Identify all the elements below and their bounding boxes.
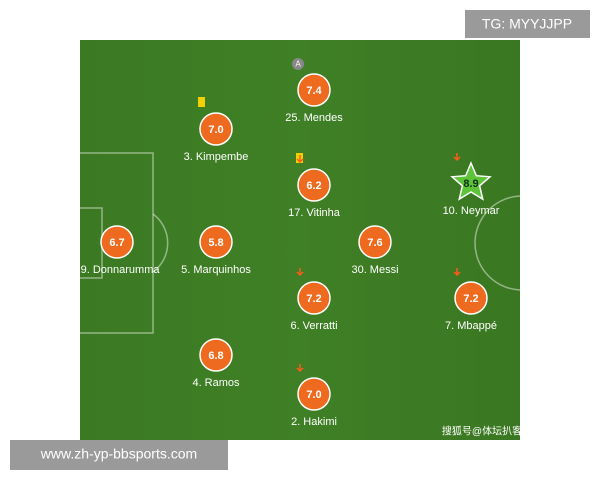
rating: 7.0 (306, 389, 321, 401)
center-circle (474, 195, 520, 291)
penalty-box (80, 152, 154, 334)
sub-arrow (453, 153, 461, 162)
captain-badge: A (295, 60, 301, 69)
player-name: 17. Vitinha (288, 207, 341, 219)
player: 7.6 30. Messi (351, 225, 399, 276)
player: 7.2 7. Mbappé (445, 268, 497, 332)
player: 7.2 6. Verratti (290, 268, 338, 332)
rating-star (450, 161, 492, 201)
player-name: 10. Neymar (443, 205, 500, 217)
rating: 5.8 (208, 237, 223, 249)
rating-circle (199, 338, 233, 372)
player-name: 29. Donnarumma (75, 264, 161, 276)
captain-badge-bg (292, 58, 304, 70)
rating: 7.0 (208, 124, 223, 136)
rating: 6.8 (208, 350, 223, 362)
sub-arrow (296, 155, 304, 164)
rating-circle (454, 281, 488, 315)
rating-circle (297, 168, 331, 202)
penalty-arc (152, 213, 169, 273)
rating-circle (358, 225, 392, 259)
player-name: 30. Messi (351, 264, 398, 276)
player-name: 3. Kimpembe (184, 151, 249, 163)
player-name: 4. Ramos (192, 377, 240, 389)
rating-circle (297, 73, 331, 107)
watermark-box (465, 10, 590, 38)
player-name: 5. Marquinhos (181, 264, 251, 276)
sub-arrow (453, 268, 461, 277)
player: 6.7 29. Donnarumma (75, 225, 161, 276)
player: 5.8 5. Marquinhos (181, 225, 251, 276)
rating-circle (297, 377, 331, 411)
players: 6.7 29. Donnarumma 5.8 5. Marquinhos 6.8 4. R… (75, 58, 500, 428)
yellow-card (198, 97, 205, 107)
watermark: TG: MYYJJPP (482, 16, 572, 32)
rating: 7.4 (306, 85, 322, 97)
rating: 6.2 (306, 180, 321, 192)
rating: 8.9 (463, 178, 478, 190)
rating-circle (297, 281, 331, 315)
rating: 6.7 (109, 237, 124, 249)
player: 6.8 4. Ramos (192, 338, 240, 389)
player: 6.2 17. Vitinha (288, 153, 341, 219)
rating: 7.6 (367, 237, 382, 249)
grass (80, 40, 520, 440)
player-name: 2. Hakimi (291, 416, 337, 428)
sub-arrow (296, 364, 304, 373)
player-name: 25. Mendes (285, 112, 343, 124)
player: 7.4 25. Mendes A (285, 58, 343, 124)
player-name: 7. Mbappé (445, 320, 497, 332)
player: 7.0 3. Kimpembe (184, 97, 249, 163)
rating-circle (199, 225, 233, 259)
player: 7.0 2. Hakimi (291, 364, 337, 428)
sub-arrow (296, 268, 304, 277)
pitch: 6.7 29. Donnarumma 5.8 5. Marquinhos 6.8 4. R… (75, 40, 522, 440)
footer: www.zh-yp-bbsports.com (40, 446, 197, 462)
rating-circle (199, 112, 233, 146)
rating: 7.2 (306, 293, 321, 305)
player: 8.9 10. Neymar (443, 153, 500, 217)
source: 搜狐号@体坛扒客 (442, 425, 522, 438)
rating-circle (100, 225, 134, 259)
footer-box (10, 440, 228, 470)
player-name: 6. Verratti (290, 320, 337, 332)
rating: 7.2 (463, 293, 478, 305)
